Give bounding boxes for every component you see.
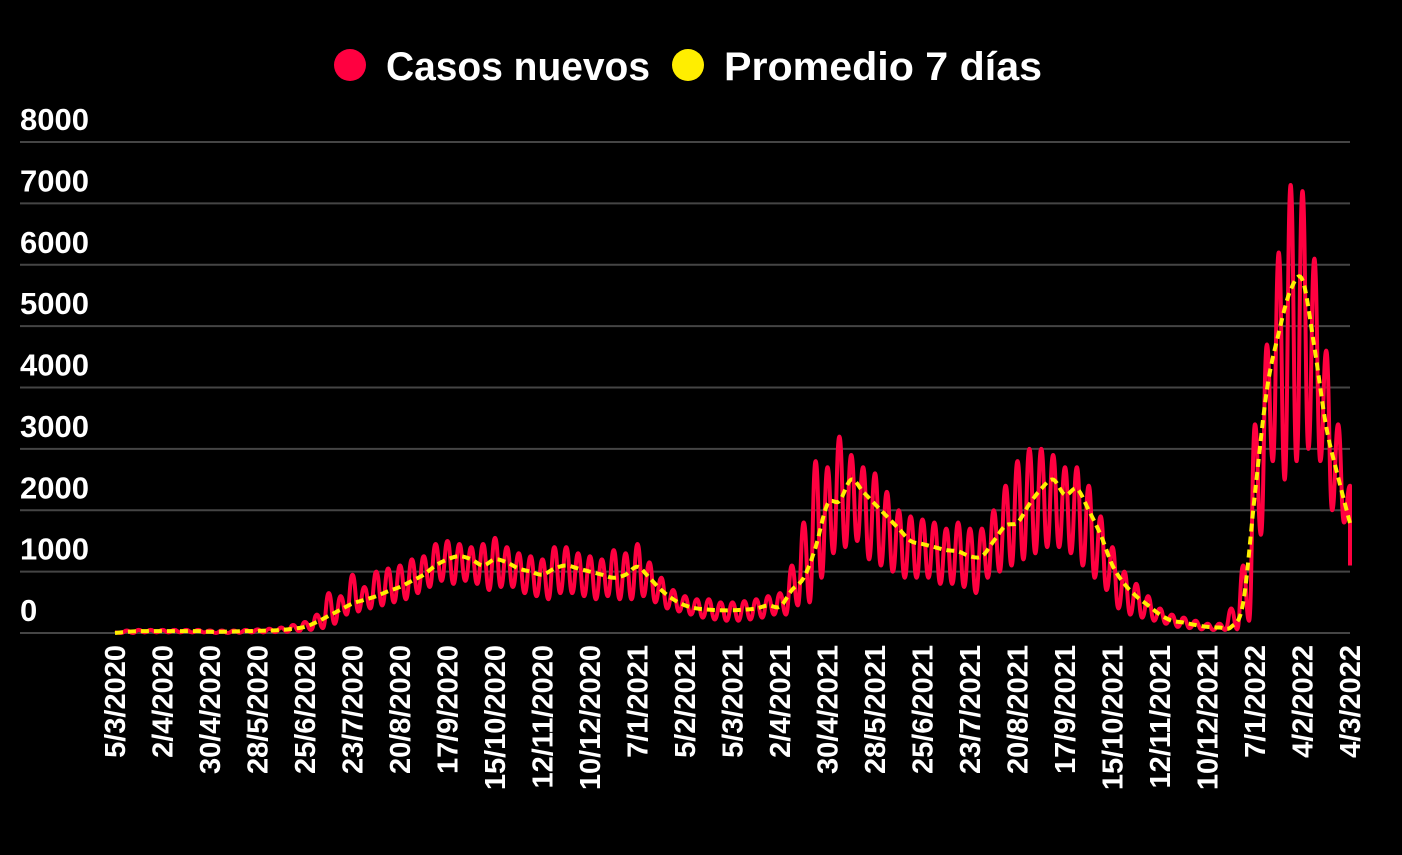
legend-label-casos-nuevos: Casos nuevos: [386, 45, 650, 89]
x-tick-label: 12/11/2020: [528, 645, 560, 789]
x-tick-label: 28/5/2020: [243, 645, 275, 774]
x-tick-label: 20/8/2020: [385, 645, 417, 774]
x-tick-label: 5/2/2021: [670, 645, 702, 758]
y-tick-label: 3000: [20, 409, 89, 444]
legend-marker-casos-nuevos: [334, 49, 366, 81]
x-tick-label: 28/5/2021: [860, 645, 892, 774]
x-tick-label: 4/3/2022: [1335, 645, 1367, 758]
x-tick-label: 5/3/2021: [718, 645, 750, 758]
x-tick-label: 7/1/2022: [1240, 645, 1272, 758]
y-tick-label: 4000: [20, 348, 89, 383]
x-tick-label: 30/4/2020: [195, 645, 227, 774]
x-tick-label: 20/8/2021: [1003, 645, 1035, 774]
x-tick-label: 23/7/2021: [955, 645, 987, 774]
legend-label-promedio-7-dias: Promedio 7 días: [724, 45, 1042, 89]
x-tick-label: 7/1/2021: [623, 645, 655, 758]
x-tick-label: 2/4/2021: [765, 645, 797, 758]
y-tick-label: 8000: [20, 102, 89, 137]
x-tick-label: 17/9/2021: [1050, 645, 1082, 774]
x-tick-label: 10/12/2020: [575, 645, 607, 790]
grid: [20, 141, 1350, 634]
x-tick-label: 15/10/2021: [1098, 645, 1130, 790]
legend-marker-promedio-7-dias: [672, 49, 704, 81]
x-tick-label: 25/6/2020: [290, 645, 322, 774]
y-tick-label: 0: [20, 593, 37, 628]
plot-area: [114, 182, 1353, 635]
x-tick-label: 17/9/2020: [433, 645, 465, 774]
y-tick-label: 2000: [20, 470, 89, 505]
x-tick-label: 25/6/2021: [908, 645, 940, 774]
series-line-promedio-7-dias: [114, 274, 1352, 635]
y-tick-label: 5000: [20, 286, 89, 321]
x-tick-label: 15/10/2020: [480, 645, 512, 790]
x-tick-label: 23/7/2020: [338, 645, 370, 774]
x-tick-label: 2/4/2020: [148, 645, 180, 758]
x-tick-label: 30/4/2021: [813, 645, 845, 774]
x-tick-label: 5/3/2020: [100, 645, 132, 758]
x-tick-label: 10/12/2021: [1193, 645, 1225, 790]
legend: Casos nuevos Promedio 7 días: [334, 45, 1042, 89]
x-axis: 5/3/2020 2/4/2020 30/4/2020 28/5/2020 25/6/2…: [100, 645, 1367, 790]
x-tick-label: 4/2/2022: [1288, 645, 1320, 758]
series-line-casos-nuevos: [114, 182, 1353, 635]
x-tick-label: 12/11/2021: [1145, 645, 1177, 789]
y-tick-label: 7000: [20, 163, 89, 198]
y-tick-label: 1000: [20, 532, 89, 567]
y-axis: 0 1000 2000 3000 4000 5000 6000 7000 8000: [20, 102, 89, 628]
y-tick-label: 6000: [20, 225, 89, 260]
